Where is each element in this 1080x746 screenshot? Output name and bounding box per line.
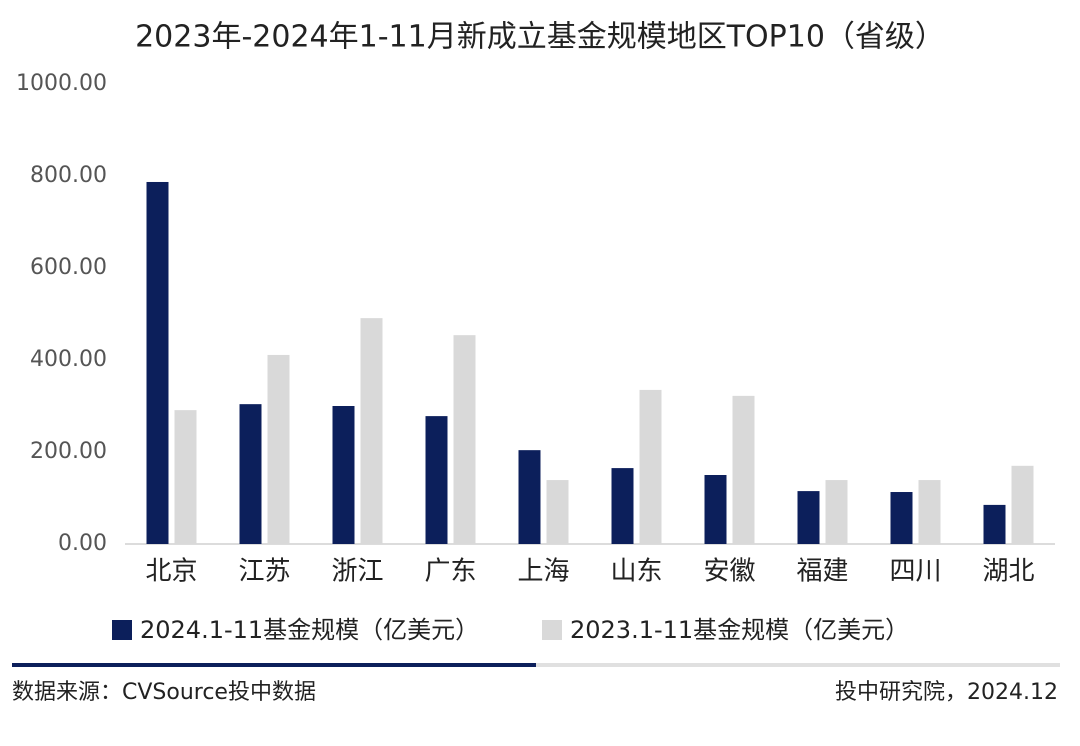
legend-swatch [112, 620, 132, 640]
x-tick-label: 北京 [145, 557, 197, 587]
bar [174, 410, 197, 544]
legend-swatch [542, 620, 562, 640]
x-tick-label: 四川 [889, 557, 941, 587]
y-tick-label: 600.00 [30, 255, 107, 280]
bar [360, 318, 383, 544]
x-tick-label: 福建 [796, 557, 848, 587]
y-tick-label: 800.00 [30, 163, 107, 188]
bar [267, 354, 290, 544]
x-tick-label: 安徽 [703, 557, 755, 587]
x-tick-label: 浙江 [331, 557, 383, 587]
x-tick-label: 上海 [517, 557, 569, 587]
y-tick-label: 200.00 [30, 439, 107, 464]
bar [983, 504, 1006, 544]
bar [732, 395, 755, 544]
x-tick-label: 广东 [424, 557, 476, 587]
bar [453, 335, 476, 544]
legend-label: 2024.1-11基金规模（亿美元） [140, 616, 479, 644]
bar [825, 480, 848, 544]
bar [797, 491, 820, 544]
chart-title: 2023年-2024年1-11月新成立基金规模地区TOP10（省级） [135, 20, 945, 55]
y-tick-label: 400.00 [30, 347, 107, 372]
bar [611, 468, 634, 544]
x-tick-label: 山东 [610, 557, 662, 587]
x-tick-label: 湖北 [982, 557, 1034, 587]
bar [639, 389, 662, 544]
bar [1011, 465, 1034, 544]
legend-label: 2023.1-11基金规模（亿美元） [570, 616, 909, 644]
bar [918, 480, 941, 544]
bar [704, 475, 727, 544]
bar [518, 450, 541, 544]
credit: 投中研究院，2024.12 [835, 680, 1058, 705]
bar [425, 416, 448, 544]
bar [146, 181, 169, 545]
y-tick-label: 0.00 [58, 531, 107, 556]
bar [546, 480, 569, 544]
source: 数据来源：CVSource投中数据 [12, 680, 316, 705]
bar [890, 492, 913, 544]
bar [239, 404, 262, 544]
bar [332, 406, 355, 544]
x-tick-label: 江苏 [238, 557, 290, 587]
y-tick-label: 1000.00 [16, 71, 107, 96]
